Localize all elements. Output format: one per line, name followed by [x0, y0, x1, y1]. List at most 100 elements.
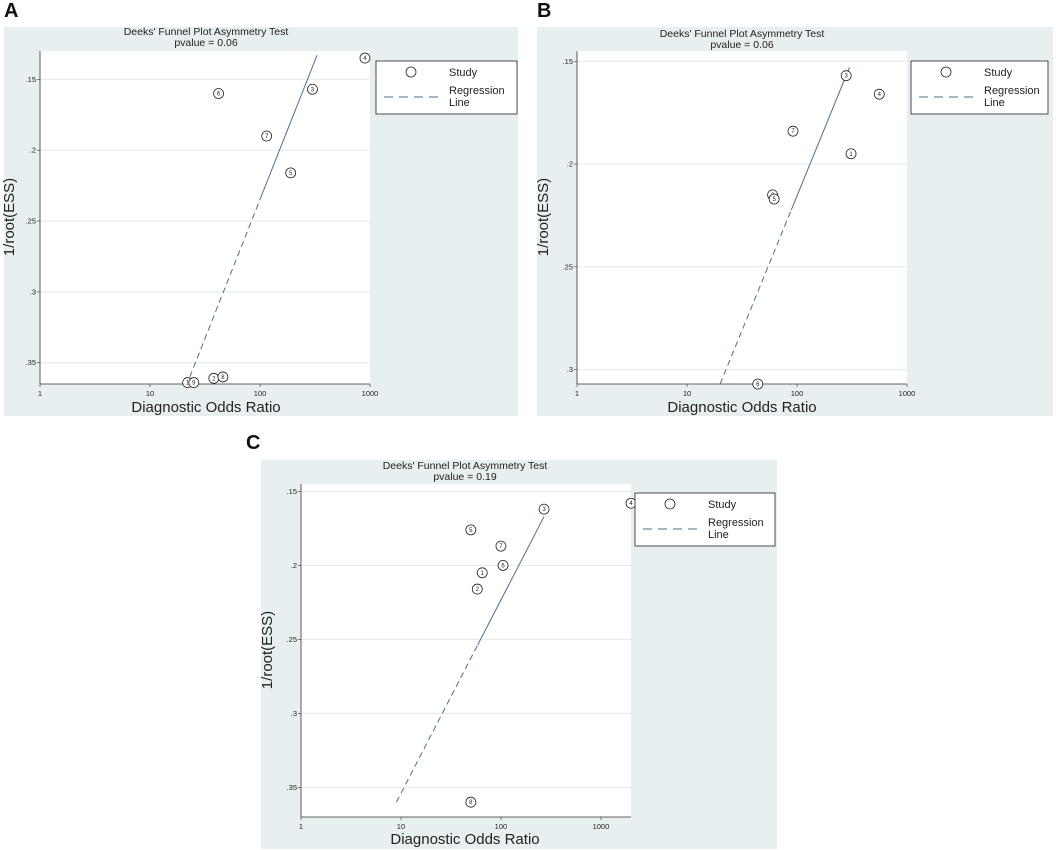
plot-area	[301, 484, 631, 817]
study-point-label: 8	[221, 375, 225, 381]
study-point	[845, 148, 857, 160]
legend-regression-label-line2: Line	[708, 529, 729, 541]
legend-regression-label-line1: Regression	[984, 85, 1040, 97]
y-tick-label: .3	[291, 709, 297, 718]
panel-letter-a: A	[4, 0, 19, 22]
study-point-label: 1	[186, 381, 190, 387]
study-point-label: 4	[878, 92, 882, 98]
chart-subtitle: pvalue = 0.06	[174, 37, 238, 49]
study-point-label: 7	[791, 129, 795, 135]
y-tick-label: .15	[563, 57, 573, 66]
legend-study-label: Study	[708, 499, 737, 511]
x-tick-label: 1000	[593, 822, 610, 831]
y-tick-label: .35	[26, 358, 36, 367]
x-tick-label: 100	[495, 822, 508, 831]
y-tick-label: .2	[30, 146, 36, 155]
y-tick-label: .15	[287, 487, 297, 496]
study-point	[476, 567, 488, 579]
x-tick-label: 1	[575, 389, 579, 398]
plot-area	[577, 51, 907, 384]
study-point	[217, 371, 229, 383]
study-point-label: 5	[772, 197, 776, 203]
study-point-label: 9	[192, 381, 196, 387]
study-point-label: 8	[469, 800, 473, 806]
study-point-label: 6	[217, 92, 221, 98]
study-point	[495, 540, 507, 552]
study-point-label: 1	[849, 152, 853, 158]
study-point	[538, 503, 550, 515]
regression-line-solid	[790, 67, 850, 211]
study-point	[787, 125, 799, 137]
legend-study-marker	[664, 498, 676, 510]
y-axis-label: 1/root(ESS)	[535, 178, 552, 256]
y-tick-label: .15	[26, 75, 36, 84]
y-tick-label: .3	[30, 287, 36, 296]
study-point	[768, 193, 780, 205]
panel-letter-c: C	[246, 432, 261, 454]
panel-letter-b: B	[537, 0, 552, 22]
x-tick-label: 10	[397, 822, 405, 831]
legend-study-marker	[405, 66, 417, 78]
plot-area	[40, 51, 370, 384]
y-axis-label: 1/root(ESS)	[1, 178, 18, 256]
chart-title: Deeks' Funnel Plot Asymmetry Test	[124, 26, 289, 38]
chart-subtitle: pvalue = 0.19	[433, 471, 497, 483]
study-point-label: 4	[629, 501, 633, 507]
legend-study-marker	[940, 66, 952, 78]
x-axis-label: Diagnostic Odds Ratio	[390, 831, 539, 848]
regression-line-dashed	[189, 199, 261, 378]
study-point	[285, 167, 297, 179]
legend-regression-label-line2: Line	[984, 97, 1005, 109]
x-axis-label: Diagnostic Odds Ratio	[131, 399, 280, 416]
study-point	[188, 377, 200, 388]
study-point-label: 2	[476, 587, 480, 593]
study-point-label: 5	[289, 171, 293, 177]
legend-study-label: Study	[449, 67, 478, 79]
study-point	[359, 52, 371, 64]
legend-box	[910, 60, 1049, 115]
study-point	[752, 378, 764, 390]
y-tick-label: .3	[567, 365, 573, 374]
x-tick-label: 1000	[899, 389, 916, 398]
legend-regression-label-line1: Regression	[449, 85, 505, 97]
study-point	[465, 796, 477, 808]
study-point-label: 7	[265, 134, 269, 140]
study-point-label: 4	[363, 56, 367, 62]
study-point	[261, 130, 273, 142]
study-point	[465, 524, 477, 536]
y-tick-label: .2	[291, 561, 297, 570]
study-point-label: 3	[845, 74, 849, 80]
y-tick-label: .35	[287, 783, 297, 792]
x-tick-label: 100	[254, 389, 267, 398]
legend-box	[375, 60, 518, 115]
x-tick-label: 1000	[362, 389, 379, 398]
study-point-label: 3	[311, 87, 315, 93]
study-point-label: 7	[499, 544, 503, 550]
study-point-label: 5	[469, 528, 473, 534]
legend-study-label: Study	[984, 67, 1013, 79]
study-point-label: 1	[481, 571, 485, 577]
study-point	[497, 560, 509, 571]
regression-line-dashed	[719, 209, 792, 385]
legend-regression-label-line1: Regression	[708, 517, 764, 529]
study-point-label: 6	[756, 382, 760, 388]
study-point	[213, 88, 224, 99]
x-tick-label: 10	[146, 389, 154, 398]
x-axis-label: Diagnostic Odds Ratio	[667, 399, 816, 416]
y-tick-label: .2	[567, 160, 573, 169]
study-point-label: 3	[542, 507, 546, 513]
x-tick-label: 1	[299, 822, 303, 831]
x-tick-label: 100	[791, 389, 804, 398]
x-tick-label: 1	[38, 389, 42, 398]
y-tick-label: .25	[26, 217, 36, 226]
y-tick-label: .25	[563, 262, 573, 271]
study-point-label: 6	[501, 563, 505, 569]
chart-subtitle: pvalue = 0.06	[710, 39, 774, 51]
legend-box	[634, 492, 776, 547]
regression-line-solid	[259, 55, 318, 201]
legend-regression-label-line2: Line	[449, 97, 470, 109]
chart-title: Deeks' Funnel Plot Asymmetry Test	[383, 460, 548, 472]
study-point-label: 2	[212, 376, 216, 382]
x-tick-label: 10	[683, 389, 691, 398]
